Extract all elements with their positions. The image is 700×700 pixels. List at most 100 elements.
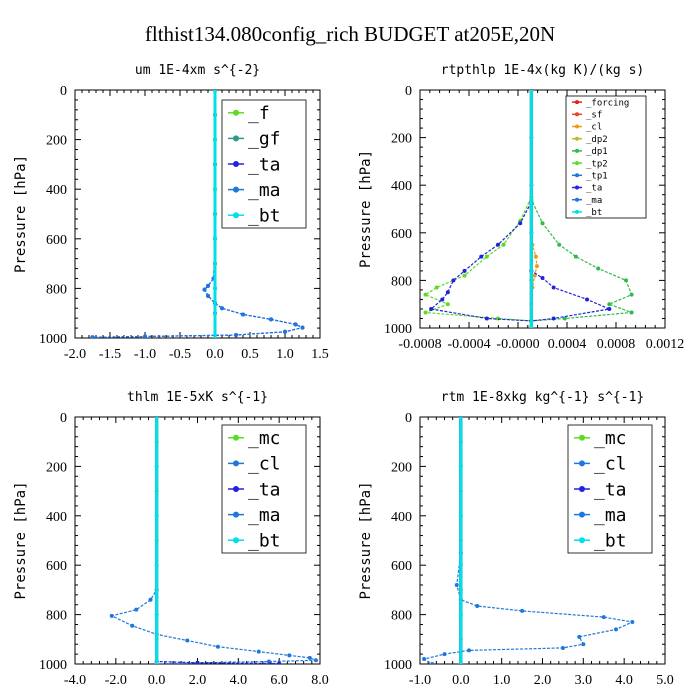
legend-label: _ma (248, 505, 281, 526)
data-point (277, 661, 282, 664)
data-point (215, 644, 220, 649)
data-point (475, 603, 480, 608)
legend-label: _f (248, 103, 270, 124)
data-point (551, 316, 556, 321)
y-tick-label: 800 (391, 609, 412, 624)
legend-label: _bt (594, 531, 627, 552)
legend: _forcing _sf _cl _dp2 _dp1 _tp2 _tp1 _ta _ma _bt (565, 95, 647, 219)
chart-panel-2: rtpthlp 1E-4x(kg K)/(kg s) Pressure [hPa]… (358, 63, 684, 352)
legend-marker (233, 212, 239, 219)
data-point (154, 563, 159, 568)
data-point (458, 417, 463, 419)
legend-box (565, 95, 647, 219)
legend-marker (579, 537, 585, 544)
data-point (287, 653, 292, 658)
data-point (154, 662, 159, 664)
x-tick-label: -2.0 (64, 347, 86, 362)
data-point (624, 278, 629, 283)
y-tick-label: 0 (60, 411, 67, 426)
series-line-cl (422, 417, 635, 664)
legend-label: _tp2 (586, 159, 608, 169)
x-tick-label: 0.0 (148, 673, 166, 688)
legend-label: _gf (248, 129, 281, 150)
legend-label: _dp1 (586, 147, 608, 157)
data-point (213, 187, 217, 192)
legend-label: _mc (248, 428, 281, 449)
y-tick-label: 800 (46, 282, 67, 297)
data-point (213, 90, 217, 92)
x-tick-label: -0.0004 (447, 337, 490, 352)
data-point (501, 242, 506, 247)
data-point (206, 293, 210, 298)
y-tick-label: 600 (391, 559, 412, 574)
legend-marker (233, 511, 239, 518)
series-line-ma (92, 90, 305, 338)
data-point (185, 638, 190, 643)
data-point (440, 297, 445, 302)
data-point (202, 287, 207, 292)
data-point (533, 254, 538, 259)
panel-title: rtpthlp 1E-4x(kg K)/(kg s) (441, 63, 645, 78)
panel-title: thlm 1E-5xK s^{-1} (127, 390, 268, 405)
data-point (532, 273, 537, 278)
legend-marker (579, 486, 585, 492)
data-point (551, 285, 556, 290)
x-tick-label: 1.5 (311, 347, 329, 362)
data-point (234, 333, 238, 338)
y-tick-label: 600 (46, 559, 67, 574)
legend-label: _bt (586, 208, 602, 218)
data-point (90, 335, 95, 338)
data-point (213, 286, 217, 291)
y-tick-label: 1000 (39, 332, 67, 347)
series-line-cl (110, 417, 317, 664)
data-point (520, 608, 525, 613)
data-point (529, 90, 534, 92)
legend-label: _ma (248, 180, 281, 201)
x-tick-label: 5.0 (656, 673, 674, 688)
legend-marker (233, 186, 239, 193)
data-point (148, 597, 153, 602)
x-tick-label: -0.0008 (398, 337, 441, 352)
x-tick-label: -2.0 (105, 673, 127, 688)
legend-label: _ma (586, 196, 602, 206)
data-point (458, 513, 463, 518)
chart-panel-1: um 1E-4xm s^{-2} Pressure [hPa] 0 200 400 600… (13, 63, 329, 362)
data-point (577, 634, 582, 639)
legend-label: _ta (594, 479, 627, 500)
legend-label: _sf (586, 110, 602, 120)
data-point (467, 648, 471, 653)
chart-panel-3: thlm 1E-5xK s^{-1} Pressure [hPa] 0 200 400 6… (13, 390, 329, 688)
data-point (109, 613, 114, 618)
legend-marker (233, 537, 239, 544)
data-point (434, 285, 439, 290)
y-axis-label: Pressure [hPa] (13, 155, 29, 273)
x-tick-label: 1.0 (276, 347, 294, 362)
data-point (154, 612, 159, 617)
data-point (300, 325, 305, 330)
x-tick-label: 6.0 (270, 673, 288, 688)
series-line-ta (429, 90, 612, 322)
y-tick-label: 400 (46, 510, 67, 525)
data-point (442, 652, 447, 657)
x-tick-label: 4.0 (615, 673, 633, 688)
data-point (269, 317, 273, 322)
legend-label: _mc (594, 428, 627, 449)
legend-marker (575, 161, 579, 166)
y-tick-label: 400 (46, 183, 67, 198)
x-tick-label: -1.5 (99, 347, 121, 362)
legend-marker (575, 197, 579, 202)
data-point (213, 137, 217, 142)
data-point (458, 612, 463, 617)
y-tick-label: 200 (46, 134, 67, 149)
legend-marker (575, 209, 579, 214)
legend-label: _cl (248, 454, 281, 475)
series-line-tp2 (424, 90, 533, 328)
y-tick-label: 200 (46, 460, 67, 475)
y-tick-label: 1000 (39, 658, 67, 673)
data-point (423, 292, 428, 297)
data-point (458, 662, 463, 664)
data-point (534, 264, 539, 269)
data-point (607, 306, 612, 311)
y-tick-label: 0 (60, 84, 67, 99)
